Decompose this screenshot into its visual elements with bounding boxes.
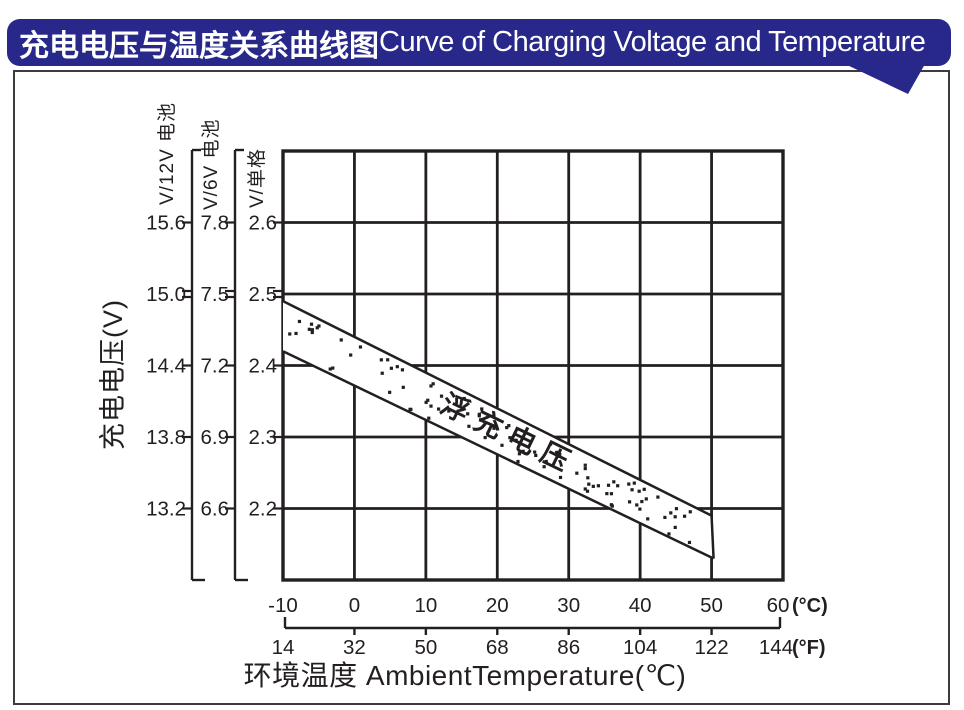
x-tick-label-celsius: 50 <box>700 594 723 617</box>
y-tick-label: 6.9 <box>201 426 230 449</box>
x-tick-label-celsius: -10 <box>268 594 298 617</box>
x-tick-label-fahrenheit: 144 <box>759 636 793 659</box>
x-tick-label-celsius: 30 <box>557 594 580 617</box>
banner-title-chinese: 充电电压与温度关系曲线图 <box>19 29 379 63</box>
y-tick-label: 15.6 <box>146 212 186 235</box>
x-tick-label-fahrenheit: 68 <box>486 636 509 659</box>
x-tick-label-celsius: 0 <box>349 594 360 617</box>
x-tick-label-fahrenheit: 122 <box>694 636 728 659</box>
y-tick-label: 7.2 <box>201 355 230 378</box>
x-tick-label-fahrenheit: 32 <box>343 636 366 659</box>
y-tick-label: 7.8 <box>201 212 230 235</box>
banner-tail <box>845 64 925 94</box>
y-tick-label: 7.5 <box>201 283 230 306</box>
band-lower-edge <box>282 350 715 560</box>
y-tick-label: 2.5 <box>249 283 278 306</box>
band-dot-pattern <box>288 319 692 545</box>
y-tick-label: 13.2 <box>146 498 186 521</box>
x-axis-title: 环境温度 AmbientTemperature(℃) <box>243 660 687 691</box>
y-tick-label: 14.4 <box>146 355 186 378</box>
x-tick-label-celsius: 60 <box>767 594 790 617</box>
band-end-cap <box>710 515 715 559</box>
x-tick-label-celsius: 20 <box>486 594 509 617</box>
x-tick-label-fahrenheit: 104 <box>623 636 657 659</box>
x-tick-label-fahrenheit: 86 <box>557 636 580 659</box>
y-tick-label: 15.0 <box>146 283 186 306</box>
title-banner: 充电电压与温度关系曲线图 Curve of Charging Voltage an… <box>7 19 951 66</box>
y-tick-label: 13.8 <box>146 426 186 449</box>
x-tick-label-celsius: 40 <box>629 594 652 617</box>
y-tick-label: 2.2 <box>249 498 278 521</box>
celsius-unit-label: (°C) <box>792 595 828 617</box>
fahrenheit-unit-label: (°F) <box>792 637 826 659</box>
y-tick-label: 6.6 <box>201 498 230 521</box>
x-tick-label-fahrenheit: 50 <box>414 636 437 659</box>
banner-title-english: Curve of Charging Voltage and Temperatur… <box>379 26 926 58</box>
page-frame <box>13 70 950 705</box>
y-tick-label: 2.6 <box>249 212 278 235</box>
x-tick-label-fahrenheit: 14 <box>272 636 295 659</box>
y-tick-label: 2.4 <box>249 355 278 378</box>
band-upper-edge <box>282 300 713 517</box>
y-tick-label: 2.3 <box>249 426 278 449</box>
x-tick-label-celsius: 10 <box>414 594 437 617</box>
